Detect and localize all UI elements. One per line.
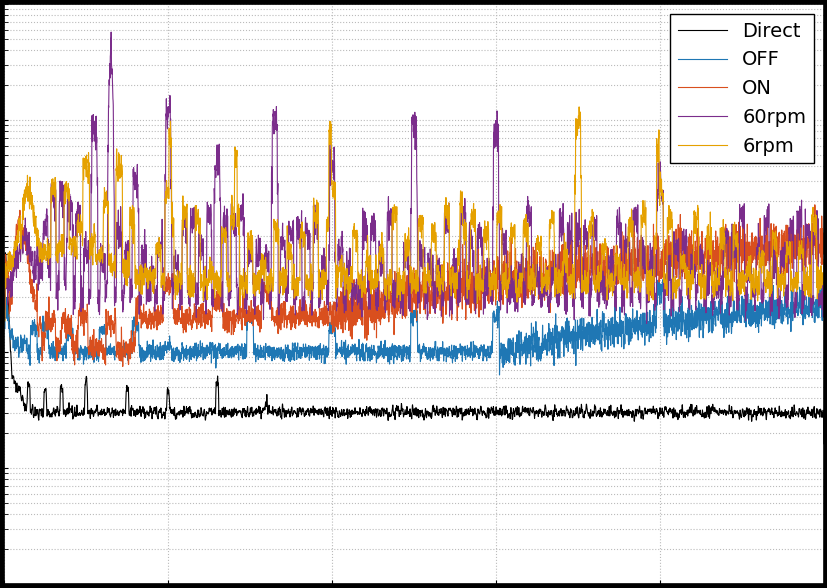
60rpm	[490, 118, 500, 125]
Direct	[0, 249, 10, 256]
Direct	[313, 406, 323, 413]
ON	[672, 235, 682, 242]
Direct	[149, 407, 159, 414]
60rpm	[0, 316, 10, 323]
60rpm	[106, 29, 116, 36]
Line: Direct: Direct	[5, 253, 823, 444]
OFF	[490, 317, 500, 324]
ON	[610, 281, 620, 288]
60rpm	[641, 320, 651, 327]
6rpm	[573, 103, 583, 111]
ON	[313, 314, 323, 321]
Legend: Direct, OFF, ON, 60rpm, 6rpm: Direct, OFF, ON, 60rpm, 6rpm	[670, 14, 813, 163]
Direct	[672, 412, 682, 419]
OFF	[0, 325, 10, 332]
Line: OFF: OFF	[5, 280, 823, 375]
OFF	[494, 372, 504, 379]
OFF	[818, 308, 827, 315]
60rpm	[313, 216, 323, 223]
6rpm	[532, 236, 542, 243]
Line: 6rpm: 6rpm	[5, 107, 823, 321]
OFF	[672, 304, 682, 311]
6rpm	[313, 199, 323, 206]
OFF	[532, 341, 542, 348]
ON	[149, 325, 159, 332]
6rpm	[672, 276, 682, 283]
6rpm	[149, 290, 159, 297]
ON	[809, 201, 819, 208]
ON	[117, 363, 127, 370]
60rpm	[610, 295, 620, 302]
60rpm	[672, 235, 682, 242]
6rpm	[818, 256, 827, 263]
6rpm	[490, 282, 500, 289]
6rpm	[610, 260, 620, 267]
OFF	[610, 326, 620, 333]
60rpm	[149, 272, 159, 279]
Direct	[532, 408, 542, 415]
Line: ON: ON	[5, 205, 823, 366]
ON	[532, 271, 542, 278]
Direct	[490, 403, 500, 410]
6rpm	[0, 318, 10, 325]
OFF	[149, 348, 159, 355]
Line: 60rpm: 60rpm	[5, 32, 823, 323]
ON	[818, 234, 827, 241]
Direct	[818, 440, 827, 447]
60rpm	[818, 293, 827, 300]
Direct	[610, 412, 620, 419]
OFF	[657, 276, 667, 283]
OFF	[313, 346, 323, 353]
ON	[0, 305, 10, 312]
Direct	[0, 276, 10, 283]
60rpm	[532, 275, 542, 282]
ON	[490, 264, 500, 271]
